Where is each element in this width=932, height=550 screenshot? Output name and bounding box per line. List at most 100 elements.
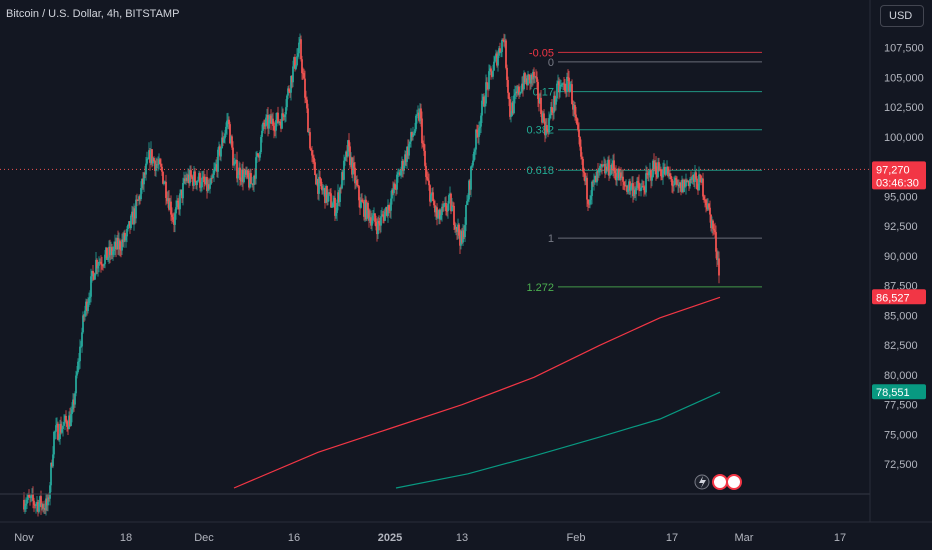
candle-body (336, 203, 338, 213)
candle-body (447, 203, 449, 212)
candle-body (614, 170, 616, 174)
candle-body (626, 185, 628, 192)
candle-body (378, 220, 380, 224)
candle-body (513, 95, 515, 114)
candle-body (603, 164, 605, 166)
candle-body (715, 232, 717, 252)
candle-body (328, 192, 330, 195)
candle-body (511, 102, 513, 117)
candle-body (227, 119, 229, 121)
candle-body (171, 214, 173, 218)
candle-body (77, 361, 79, 373)
candle-body (75, 375, 77, 394)
candle-body (405, 154, 407, 162)
price-tick-label: 72,500 (884, 459, 918, 471)
candle-body (163, 183, 165, 185)
candle-body (53, 431, 55, 455)
candle-body (515, 91, 517, 94)
candle-body (134, 208, 136, 219)
candle-body (399, 172, 401, 176)
candle-body (205, 177, 207, 184)
candle-body (423, 143, 425, 151)
event-icons[interactable] (694, 474, 742, 490)
candle-body (552, 112, 554, 113)
candle-body (347, 140, 349, 157)
candle-body (532, 71, 534, 80)
candle-body (341, 172, 343, 189)
candle-body (569, 84, 571, 92)
candle-body (464, 224, 466, 238)
candle-body (598, 168, 600, 173)
symbol-title[interactable]: Bitcoin / U.S. Dollar, 4h, BITSTAMP (6, 8, 180, 20)
candle-body (46, 498, 48, 506)
candle-body (483, 96, 485, 107)
candle-body (262, 123, 264, 131)
candle-body (310, 148, 312, 151)
candle-body (636, 181, 638, 188)
candle-body (579, 137, 581, 147)
candle-body (37, 502, 39, 512)
candle-body (151, 149, 153, 164)
currency-button[interactable]: USD (880, 5, 924, 27)
candle-body (537, 81, 539, 99)
candle-body (351, 157, 353, 175)
candle-body (594, 175, 596, 180)
candle-body (65, 415, 67, 422)
candle-body (263, 123, 265, 125)
candle-body (518, 86, 520, 95)
candle-body (402, 160, 404, 171)
us-flag-event-icon[interactable] (712, 474, 728, 490)
candle-body (647, 174, 649, 176)
candle-body (519, 92, 521, 95)
candle-body (491, 71, 493, 77)
candle-body (499, 48, 501, 53)
candle-body (204, 182, 206, 184)
candle-body (299, 39, 301, 43)
candle-body (363, 201, 365, 217)
candle-body (437, 217, 439, 219)
price-tick-label: 102,500 (884, 102, 924, 114)
candle-body (277, 112, 279, 123)
candle-body (523, 73, 525, 90)
candle-body (444, 202, 446, 205)
candle-body (531, 74, 533, 80)
candle-body (69, 415, 71, 427)
candle-body (250, 173, 252, 184)
candle-body (687, 180, 689, 182)
candle-body (514, 93, 516, 96)
candle-body (71, 409, 73, 415)
fib-level-label: 0.618 (526, 165, 554, 177)
candle-body (123, 232, 125, 243)
candle-body (460, 231, 462, 246)
candle-body (384, 211, 386, 221)
candle-body (420, 108, 422, 119)
candle-body (699, 174, 701, 176)
price-label-text: 78,551 (876, 387, 910, 399)
candle-body (118, 240, 120, 250)
candle-body (693, 174, 695, 182)
candle-body (533, 71, 535, 78)
candle-body (139, 196, 141, 200)
candle-body (105, 247, 107, 255)
candle-body (360, 199, 362, 208)
time-tick-label: 13 (456, 532, 468, 544)
candle-body (711, 220, 713, 229)
candle-body (86, 301, 88, 312)
time-axis[interactable]: Nov 18 Dec 16 2025 13 Feb 17 Mar 17 (14, 532, 846, 544)
candle-body (34, 504, 36, 506)
candle-body (36, 502, 38, 505)
candle-body (643, 186, 645, 191)
candle-body (369, 217, 371, 221)
candle-body (422, 143, 424, 144)
candle-body (566, 76, 568, 92)
candle-body (471, 165, 473, 167)
candle-body (439, 209, 441, 220)
candle-body (281, 113, 283, 129)
candle-body (379, 223, 381, 226)
fib-level-label: 0 (548, 57, 554, 69)
candle-body (534, 76, 536, 78)
us-flag-event-icon[interactable] (726, 474, 742, 490)
candle-body (324, 188, 326, 204)
